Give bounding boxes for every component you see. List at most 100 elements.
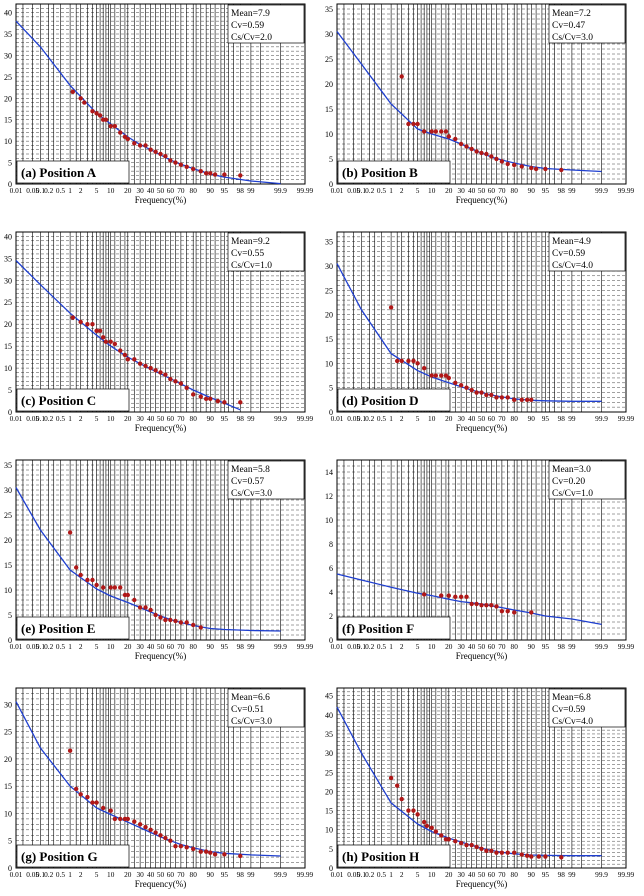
observed-point — [132, 141, 137, 146]
observed-point — [70, 89, 76, 95]
observed-point — [238, 853, 243, 859]
y-tick-label: 15 — [4, 782, 12, 791]
observed-point — [112, 123, 118, 129]
y-tick-label: 20 — [325, 787, 333, 796]
x-tick-label: 70 — [498, 414, 506, 423]
observed-point — [158, 370, 163, 375]
y-tick-label: 40 — [4, 9, 12, 18]
x-tick-label: 50 — [478, 186, 486, 195]
x-tick-label: 2 — [79, 186, 83, 195]
y-tick-label: 10 — [325, 826, 333, 835]
observed-point — [399, 796, 404, 802]
observed-point — [153, 612, 158, 618]
y-tick-label: 35 — [325, 238, 333, 247]
x-tick-label: 90 — [207, 186, 215, 195]
panel-title-box — [16, 160, 130, 184]
x-tick-label: 2 — [79, 642, 83, 651]
y-tick-label: 35 — [325, 730, 333, 739]
observed-point — [443, 373, 449, 378]
x-tick-label: 10 — [107, 414, 115, 423]
x-tick-label: 30 — [457, 414, 465, 423]
y-tick-label: 30 — [4, 276, 12, 285]
observed-point — [429, 825, 434, 830]
x-tick-label: 0.2 — [44, 642, 53, 651]
x-tick-label: 2 — [400, 870, 404, 879]
x-tick-label: 1 — [68, 414, 72, 423]
observed-point — [137, 361, 143, 366]
x-tick-label: 30 — [457, 642, 465, 651]
stats-box — [548, 688, 626, 728]
x-tick-label: 50 — [478, 870, 486, 879]
observed-point — [132, 819, 137, 824]
panel-title-box — [337, 160, 451, 184]
x-tick-label: 0.1 — [36, 414, 45, 423]
x-axis-label: Frequency(%) — [456, 651, 507, 661]
y-tick-label: 30 — [325, 262, 333, 271]
observed-point — [512, 397, 517, 403]
observed-point — [153, 368, 158, 373]
x-tick-label: 99 — [247, 414, 255, 423]
observed-point — [458, 840, 464, 846]
observed-point — [73, 786, 79, 792]
observed-point — [458, 383, 464, 388]
x-tick-label: 30 — [136, 414, 144, 423]
x-tick-label: 30 — [136, 642, 144, 651]
observed-point — [238, 173, 243, 178]
observed-point — [198, 849, 203, 854]
x-tick-label: 1 — [68, 870, 72, 879]
observed-point — [178, 381, 184, 386]
observed-point — [163, 617, 168, 623]
observed-point — [168, 617, 173, 623]
x-tick-label: 0.5 — [56, 186, 65, 195]
stats-text: Mean=9.2 — [231, 237, 270, 247]
observed-point — [212, 852, 218, 857]
observed-point — [479, 846, 484, 852]
x-tick-label: 90 — [207, 414, 215, 423]
y-tick-label: 5 — [329, 845, 333, 854]
observed-point — [424, 823, 430, 829]
observed-point — [112, 341, 118, 347]
x-axis-label: Frequency(%) — [135, 195, 186, 205]
y-tick-label: 6 — [329, 564, 333, 573]
stats-text: Mean=7.2 — [552, 9, 591, 19]
x-tick-label: 10 — [428, 642, 436, 651]
x-tick-label: 10 — [428, 870, 436, 879]
x-tick-label: 1 — [68, 642, 72, 651]
observed-point — [94, 111, 99, 116]
observed-point — [191, 166, 196, 172]
y-tick-label: 5 — [8, 159, 12, 168]
observed-point — [100, 585, 106, 590]
observed-point — [100, 805, 106, 811]
observed-point — [484, 848, 489, 853]
x-tick-label: 90 — [528, 642, 536, 651]
x-tick-label: 99.99 — [297, 642, 314, 651]
x-tick-label: 80 — [511, 870, 519, 879]
observed-point — [118, 348, 123, 353]
x-tick-label: 0.05 — [26, 870, 39, 879]
x-tick-label: 99.99 — [618, 870, 635, 879]
observed-point — [519, 852, 524, 857]
y-tick-label: 5 — [329, 384, 333, 393]
observed-point — [191, 392, 196, 397]
x-tick-label: 0.1 — [36, 870, 45, 879]
stats-text: Cv=0.59 — [231, 21, 264, 31]
observed-point — [137, 143, 143, 148]
x-tick-label: 90 — [528, 414, 536, 423]
x-tick-label: 70 — [498, 186, 506, 195]
observed-point — [411, 358, 416, 364]
observed-point — [394, 358, 400, 364]
x-tick-label: 10 — [107, 186, 115, 195]
observed-point — [125, 816, 130, 822]
y-tick-label: 20 — [325, 311, 333, 320]
observed-point — [158, 833, 163, 838]
x-tick-label: 0.05 — [347, 186, 360, 195]
x-tick-label: 10 — [107, 642, 115, 651]
x-tick-label: 80 — [190, 186, 198, 195]
stats-box — [227, 232, 305, 272]
observed-point — [148, 147, 153, 152]
observed-point — [208, 171, 213, 176]
observed-point — [148, 607, 153, 613]
x-tick-label: 99.9 — [595, 186, 608, 195]
x-tick-label: 80 — [511, 414, 519, 423]
